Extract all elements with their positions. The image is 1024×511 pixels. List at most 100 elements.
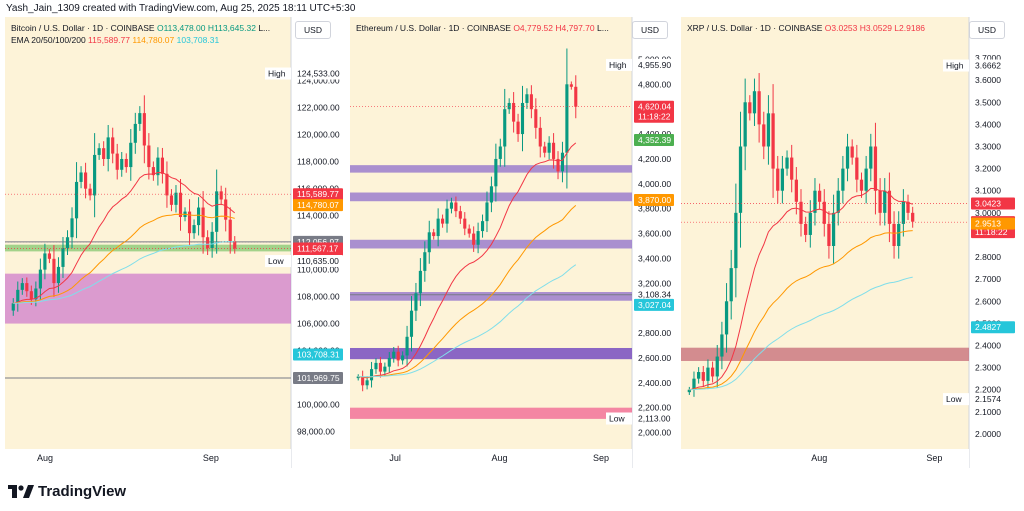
ethereum-symbol: Ethereum / U.S. Dollar · 1D · COINBASE xyxy=(356,23,511,33)
candle-body xyxy=(201,207,205,238)
candle-body xyxy=(142,113,146,146)
price-tag xyxy=(293,188,343,201)
price-tag-label: High xyxy=(946,61,964,71)
x-tick-label: Aug xyxy=(811,453,827,463)
candle-body xyxy=(52,258,56,284)
y-tick-label: 4,000.00 xyxy=(638,179,671,189)
candle-body xyxy=(83,172,88,189)
bitcoin-chart-svg: 124,000.00 122,000.00 120,000.00 118,000.00… xyxy=(5,17,343,468)
currency-button[interactable]: USD xyxy=(632,21,668,39)
candle-body xyxy=(129,142,133,168)
candle-body xyxy=(697,372,701,379)
xrp-chart-panel[interactable]: 3.7000 3.6000 3.5000 3.4000 3.3000 3.2000 3.10… xyxy=(681,17,1019,468)
price-tag-value: 3.0423 xyxy=(975,198,1001,208)
candle-body xyxy=(219,191,223,200)
y-tick-label: 3,600.00 xyxy=(638,229,671,239)
candle-body xyxy=(692,378,696,390)
candle-body xyxy=(485,202,489,222)
y-tick-label: 124,000.00 xyxy=(297,76,340,86)
candle-body xyxy=(841,168,845,191)
price-tag-value: 110,635.00 xyxy=(297,256,339,266)
bitcoin-high-value: H113,645.32 xyxy=(207,23,256,33)
candle-body xyxy=(762,124,766,147)
ema100-value: 103,708.31 xyxy=(176,35,220,45)
candle-body xyxy=(869,146,873,169)
candle-body xyxy=(43,253,47,270)
candle-body xyxy=(794,179,798,202)
ema-line-20 xyxy=(689,187,913,391)
candle-body xyxy=(210,231,214,249)
candle-body xyxy=(512,102,516,122)
candle-body xyxy=(467,228,471,234)
candle-body xyxy=(855,157,859,180)
plot-background xyxy=(5,17,291,468)
candle-body xyxy=(138,113,142,124)
price-tag xyxy=(971,197,1015,210)
candle-body xyxy=(547,142,551,153)
candle-body xyxy=(34,288,38,300)
candle-body xyxy=(878,190,882,213)
candle-body xyxy=(507,102,511,110)
y-tick-label: 3.5000 xyxy=(975,97,1001,107)
price-tag-label-bg xyxy=(606,58,632,71)
candle-body xyxy=(715,356,719,377)
candle-body xyxy=(224,199,228,220)
candle-body xyxy=(516,121,520,135)
price-tag-value: 3,870.00 xyxy=(638,195,671,205)
price-tag xyxy=(971,393,1015,406)
price-tag-value: 2.1574 xyxy=(975,394,1001,404)
y-tick-label: 2.7000 xyxy=(975,274,1001,284)
candle-body xyxy=(169,195,174,205)
price-tag-countdown: 11:18:22 xyxy=(638,112,671,122)
price-tag xyxy=(634,133,674,146)
candle-body xyxy=(887,190,892,224)
price-tag-label-bg xyxy=(265,255,291,268)
price-tag-value: 101,969.75 xyxy=(297,373,340,383)
candle-body xyxy=(817,190,822,202)
price-tag-value: 4,955.90 xyxy=(638,60,671,70)
candle-body xyxy=(859,179,864,191)
candle-body xyxy=(701,372,705,381)
candle-body xyxy=(743,102,747,147)
candle-body xyxy=(813,190,817,213)
ema-line-50 xyxy=(358,205,577,378)
y-tick-label: 3.1000 xyxy=(975,186,1001,196)
candle-body xyxy=(25,283,29,292)
price-tag-value: 115,589.77 xyxy=(297,189,339,199)
bitcoin-chart-panel[interactable]: 124,000.00 122,000.00 120,000.00 118,000.00… xyxy=(5,17,347,468)
price-tag-countdown: 11:18:22 xyxy=(975,227,1008,237)
tradingview-logo[interactable]: TradingView xyxy=(8,480,126,502)
y-tick-label: 98,000.00 xyxy=(297,427,335,437)
ethereum-chart-panel[interactable]: 5,000.004,800.004,400.004,200.004,000.00… xyxy=(350,17,678,468)
y-tick-label: 120,000.00 xyxy=(297,130,340,140)
tradingview-logo-icon xyxy=(8,485,34,498)
ethereum-open: O4,779.52 xyxy=(513,23,554,33)
currency-button[interactable]: USD xyxy=(969,21,1005,39)
price-tag-label-bg xyxy=(943,393,969,406)
candle-body xyxy=(88,188,92,196)
price-tag-value: 3,108.34 xyxy=(638,290,671,300)
candle-body xyxy=(850,146,854,158)
time-axis-background xyxy=(5,449,291,468)
y-tick-label: 3.3000 xyxy=(975,142,1001,152)
candle-body xyxy=(111,137,115,154)
candle-body xyxy=(822,201,826,224)
candle-body xyxy=(799,201,803,224)
candle-body xyxy=(392,351,396,358)
candle-body xyxy=(228,219,232,242)
price-tag-label: Low xyxy=(609,414,625,424)
ethereum-chart-svg: 5,000.004,800.004,400.004,200.004,000.00… xyxy=(350,17,674,468)
candle-body xyxy=(29,291,33,300)
price-tag xyxy=(634,58,674,71)
ema-line-100 xyxy=(689,276,913,391)
candle-body xyxy=(79,172,83,182)
zone-0 xyxy=(681,347,969,361)
currency-button[interactable]: USD xyxy=(295,21,331,39)
candle-body xyxy=(827,223,831,246)
bitcoin-ema-legend: EMA 20/50/100/200 115,589.77 114,780.07 … xyxy=(11,35,219,45)
candle-body xyxy=(738,146,743,213)
x-tick-label: Aug xyxy=(37,453,53,463)
candle-body xyxy=(472,233,476,245)
ethereum-low-value: L... xyxy=(597,23,609,33)
candle-body xyxy=(458,211,462,219)
